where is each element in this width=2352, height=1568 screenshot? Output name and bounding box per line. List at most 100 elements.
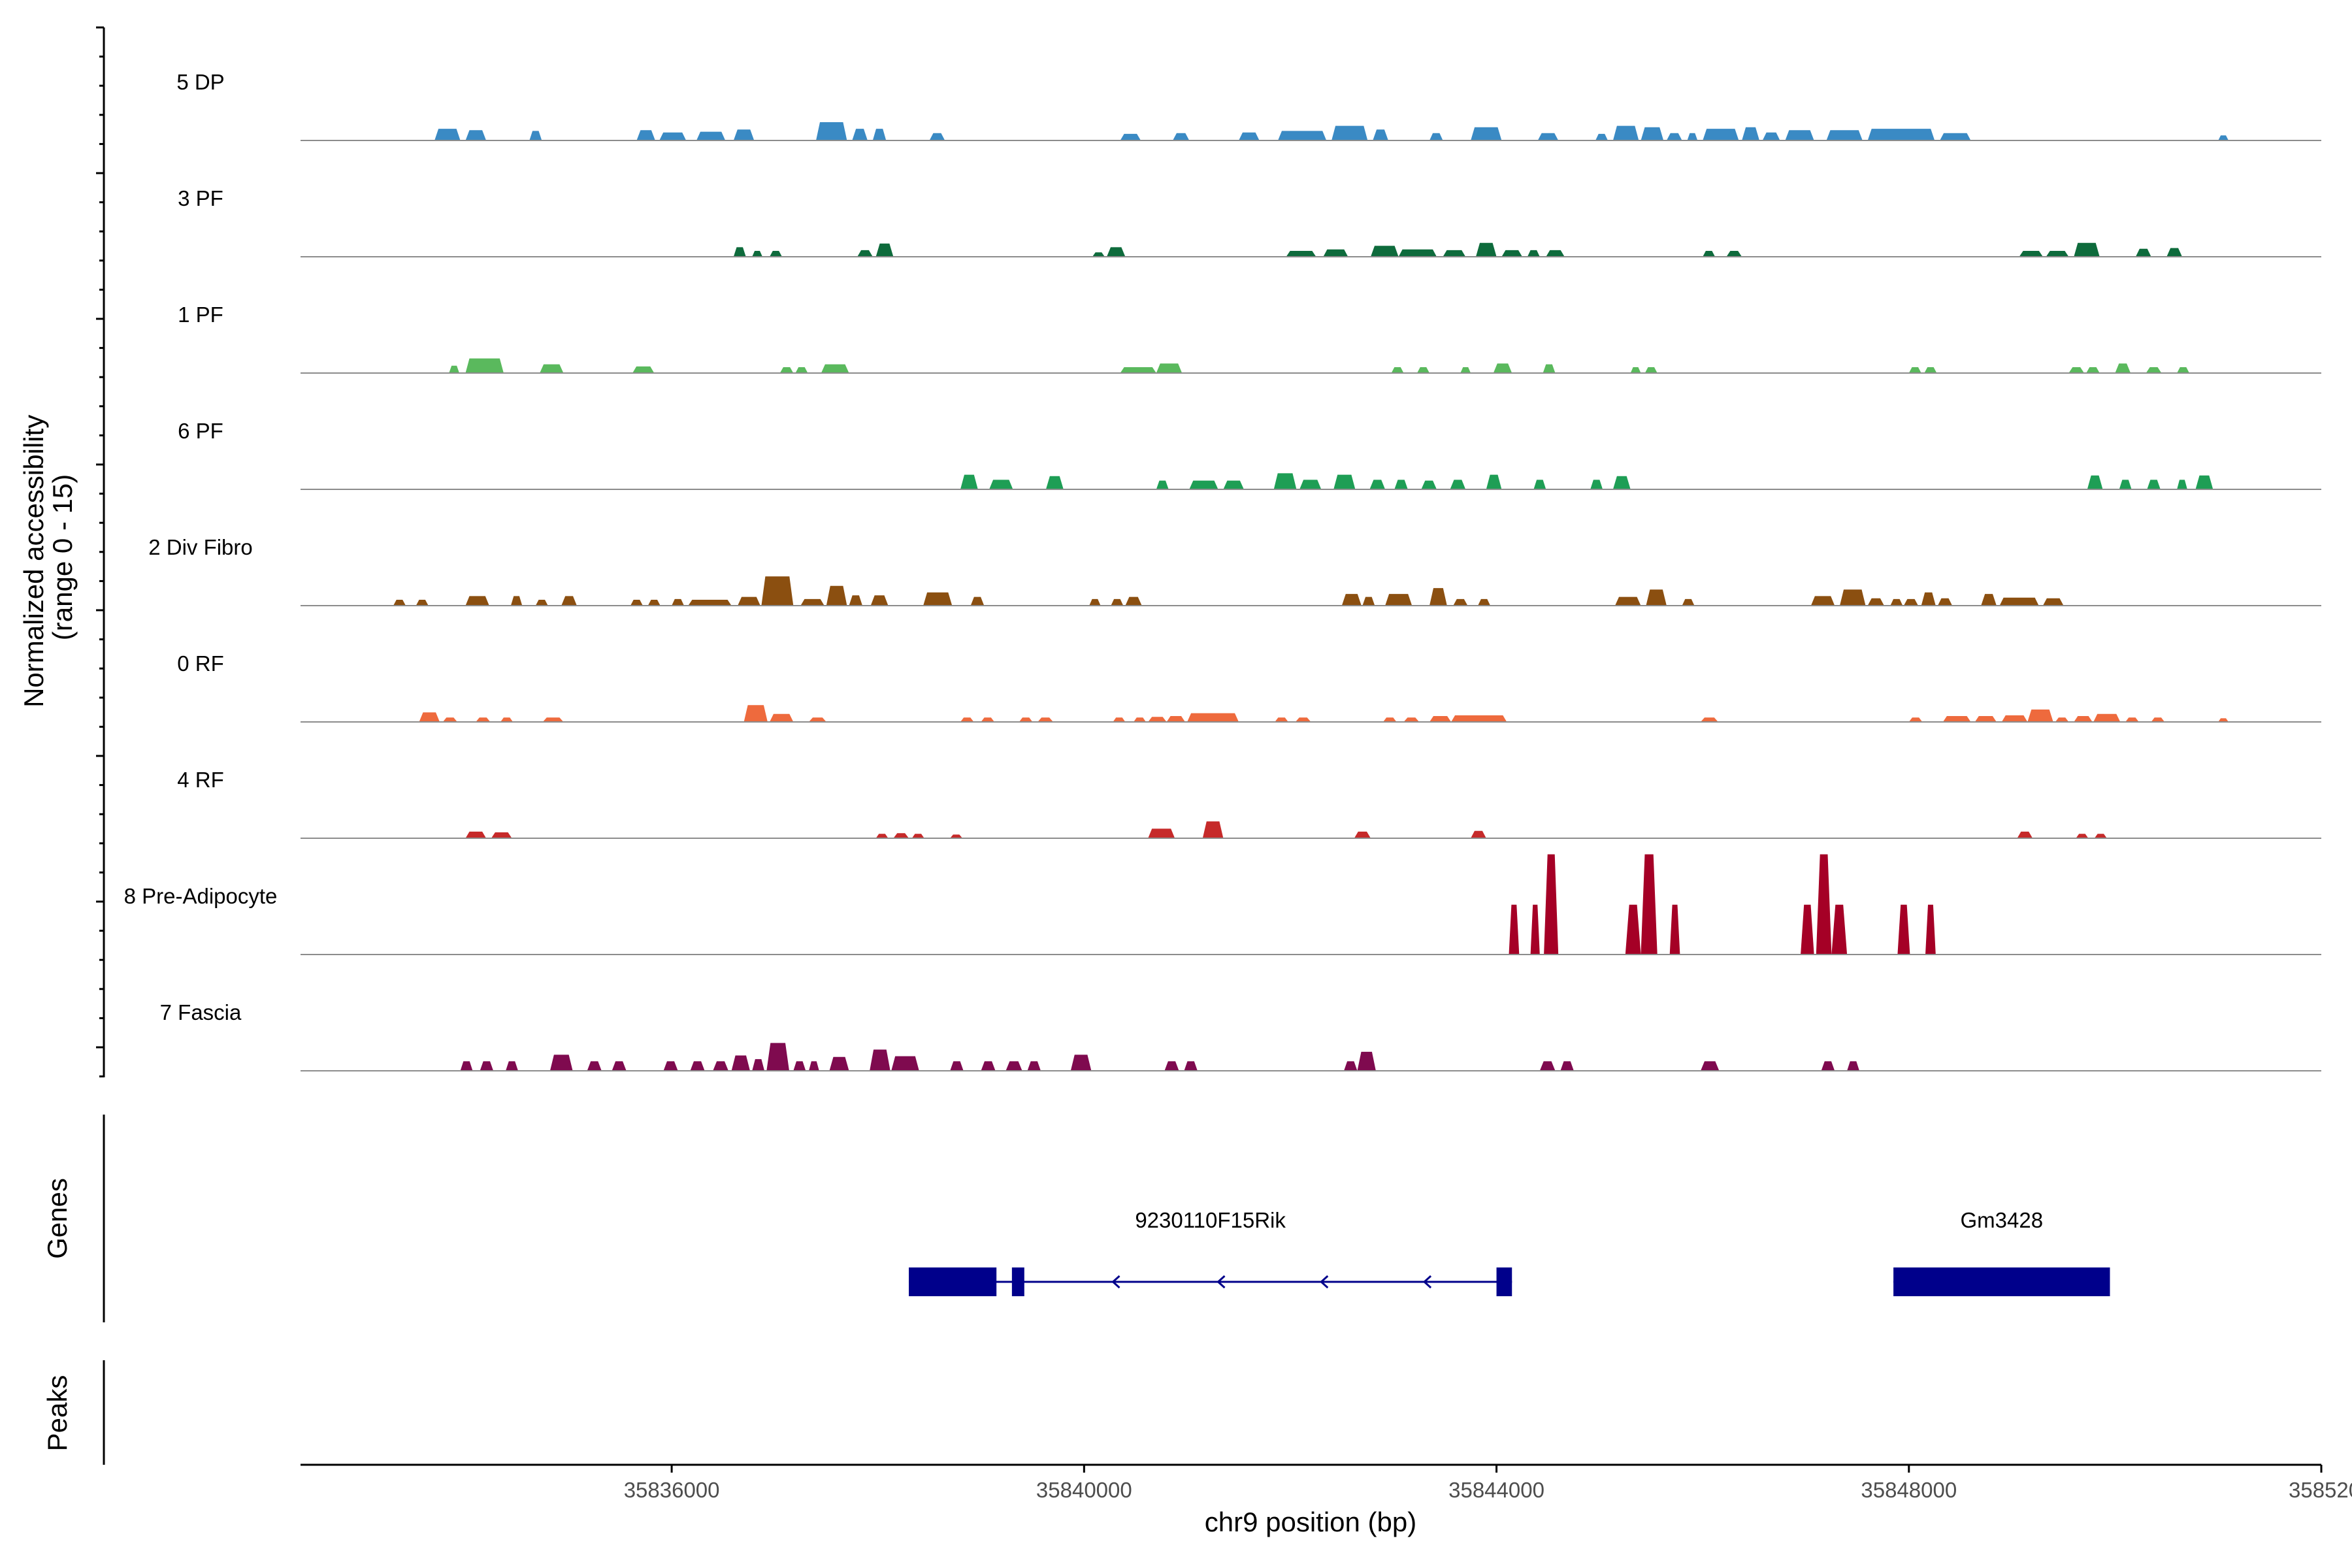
track-peak bbox=[1826, 130, 1863, 140]
track-peak bbox=[2017, 831, 2033, 838]
track-3-pf: 3 PF bbox=[178, 186, 2321, 257]
track-peak bbox=[587, 1061, 602, 1071]
track-peak bbox=[891, 1056, 919, 1071]
track-peak bbox=[2115, 363, 2131, 373]
track-peak bbox=[1509, 904, 1520, 955]
track-peak bbox=[870, 1049, 890, 1071]
track-peak bbox=[1999, 597, 2039, 606]
track-7-fascia: 7 Fascia bbox=[160, 1000, 2321, 1071]
gene-strand-arrow bbox=[1111, 1275, 1120, 1289]
track-peak bbox=[1493, 363, 1512, 373]
track-peak bbox=[535, 600, 548, 606]
track-peak bbox=[1394, 480, 1408, 489]
track-peak bbox=[1357, 1051, 1376, 1071]
track-peak bbox=[1831, 904, 1848, 955]
track-peak bbox=[1644, 367, 1658, 373]
track-peak bbox=[1429, 133, 1443, 140]
track-peak bbox=[2019, 251, 2043, 257]
track-label: 5 DP bbox=[176, 70, 224, 94]
track-peak bbox=[1429, 716, 1452, 722]
track-peak bbox=[770, 713, 794, 722]
track-peak bbox=[1341, 594, 1362, 606]
track-peak bbox=[1202, 821, 1224, 838]
track-peak bbox=[950, 834, 963, 838]
track-peak bbox=[434, 129, 461, 140]
track-peak bbox=[561, 596, 577, 606]
track-peak bbox=[688, 600, 732, 606]
track-peak bbox=[2076, 834, 2089, 838]
track-peak bbox=[612, 1061, 627, 1071]
track-peak bbox=[419, 712, 440, 722]
track-peak bbox=[870, 595, 889, 606]
track-peak bbox=[1544, 854, 1559, 955]
track-peak bbox=[1371, 246, 1399, 257]
track-peak bbox=[1027, 1061, 1041, 1071]
track-peak bbox=[1942, 716, 1971, 722]
track-peak bbox=[1239, 132, 1260, 140]
track-peak bbox=[2177, 367, 2189, 373]
track-label: 0 RF bbox=[177, 651, 224, 676]
track-peak bbox=[1539, 1061, 1556, 1071]
track-peak bbox=[849, 595, 862, 606]
track-peak bbox=[1173, 133, 1190, 140]
track-peak bbox=[1590, 480, 1603, 489]
track-peak bbox=[696, 131, 726, 140]
track-peak bbox=[770, 251, 782, 257]
track-peak bbox=[1974, 716, 1997, 722]
track-peak bbox=[1362, 596, 1375, 606]
track-peak bbox=[1120, 133, 1141, 140]
track-peak bbox=[1045, 476, 1064, 489]
track-peak bbox=[733, 247, 746, 257]
track-peak bbox=[1682, 598, 1695, 606]
x-axis-ticks: 35836000 35840000 35844000 35848000 35852000 bbox=[624, 1465, 2352, 1502]
track-peak bbox=[542, 717, 564, 722]
track-peak bbox=[733, 129, 755, 140]
track-4-rf: 4 RF bbox=[177, 768, 2321, 839]
track-peak bbox=[1453, 598, 1468, 606]
coverage-tracks: 5 DP 3 PF 1 PF 6 PF 2 Div Fibro 0 RF 4 RF 8 Pre… bbox=[124, 70, 2321, 1071]
track-peak bbox=[1354, 831, 1371, 838]
coverage-y-axis-title-line1: Normalized accessibility bbox=[18, 415, 49, 708]
track-peak bbox=[2068, 367, 2084, 373]
track-peak bbox=[800, 598, 825, 606]
track-peak bbox=[1323, 249, 1348, 257]
gene-label: 9230110F15Rik bbox=[1135, 1208, 1286, 1232]
track-peak bbox=[1148, 828, 1175, 838]
gene-annotations: 9230110F15Rik Gm3428 bbox=[909, 1208, 2110, 1296]
track-peak bbox=[1641, 854, 1658, 955]
track-peak bbox=[2218, 718, 2229, 722]
track-peak bbox=[636, 130, 655, 140]
track-6-pf: 6 PF bbox=[178, 419, 2321, 490]
track-peak bbox=[1299, 480, 1322, 489]
track-peak bbox=[1546, 250, 1565, 257]
track-peak bbox=[1184, 1061, 1198, 1071]
track-peak bbox=[1164, 1061, 1179, 1071]
track-peak bbox=[809, 1061, 819, 1071]
track-peak bbox=[630, 600, 643, 606]
coverage-y-axis-title: Normalized accessibility (range 0 - 15) bbox=[18, 407, 78, 708]
x-axis-tick-label: 35836000 bbox=[624, 1478, 720, 1502]
track-peak bbox=[2046, 251, 2069, 257]
track-peak bbox=[1847, 1061, 1859, 1071]
track-peak bbox=[1785, 130, 1814, 140]
track-peak bbox=[2177, 480, 2187, 489]
track-peak bbox=[1486, 474, 1502, 489]
track-peak bbox=[1533, 480, 1546, 489]
track-peak bbox=[752, 1059, 765, 1071]
track-peak bbox=[510, 596, 523, 606]
gene-exon bbox=[1496, 1267, 1512, 1296]
track-label: 2 Div Fibro bbox=[148, 535, 253, 559]
track-peak bbox=[1762, 132, 1780, 140]
track-peak bbox=[816, 122, 847, 140]
track-peak bbox=[1286, 251, 1316, 257]
track-peak bbox=[465, 831, 487, 838]
x-axis-tick-label: 35840000 bbox=[1036, 1478, 1132, 1502]
track-peak bbox=[731, 1055, 750, 1071]
track-peak bbox=[1295, 717, 1311, 722]
track-peak bbox=[1403, 717, 1420, 722]
track-peak bbox=[1595, 133, 1608, 140]
track-peak bbox=[1908, 367, 1921, 373]
track-peak bbox=[1443, 250, 1466, 257]
track-label: 1 PF bbox=[178, 302, 223, 327]
track-peak bbox=[1383, 717, 1397, 722]
